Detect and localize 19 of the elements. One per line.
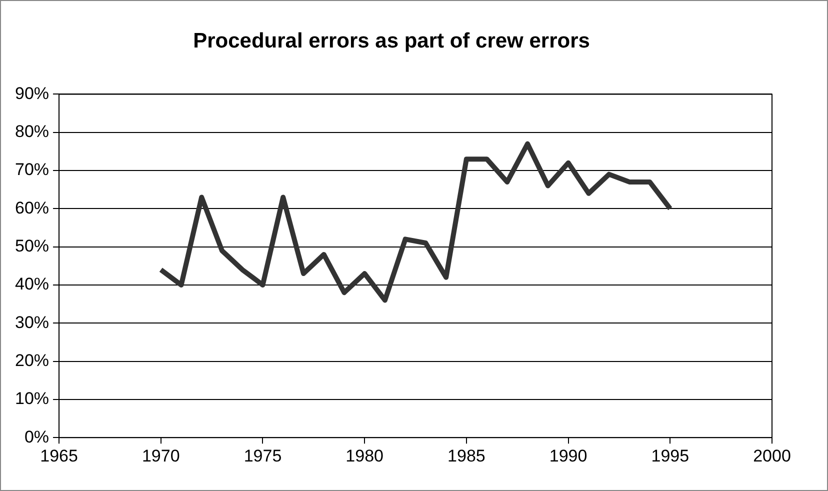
x-tick-label: 1985 bbox=[448, 446, 486, 466]
y-tick-label: 40% bbox=[14, 274, 50, 294]
y-tick-label: 20% bbox=[14, 350, 50, 370]
x-tick-label: 1965 bbox=[40, 446, 78, 466]
y-tick-label: 60% bbox=[14, 198, 50, 218]
x-tick-label: 2000 bbox=[753, 446, 791, 466]
chart-title: Procedural errors as part of crew errors bbox=[193, 29, 590, 52]
y-tick-label: 50% bbox=[14, 236, 50, 256]
x-tick-label: 1980 bbox=[346, 446, 384, 466]
y-tick-label: 10% bbox=[14, 389, 50, 408]
x-tick-label: 1975 bbox=[244, 446, 282, 466]
x-tick-label: 1990 bbox=[549, 446, 588, 466]
x-tick-label: 1970 bbox=[142, 446, 180, 466]
y-tick-label: 0% bbox=[24, 427, 50, 446]
y-tick-label: 90% bbox=[14, 84, 50, 103]
y-tick-label: 70% bbox=[14, 160, 50, 180]
y-tick-label: 30% bbox=[14, 312, 50, 332]
y-tick-label: 80% bbox=[14, 122, 50, 142]
x-tick-label: 1995 bbox=[651, 446, 690, 466]
